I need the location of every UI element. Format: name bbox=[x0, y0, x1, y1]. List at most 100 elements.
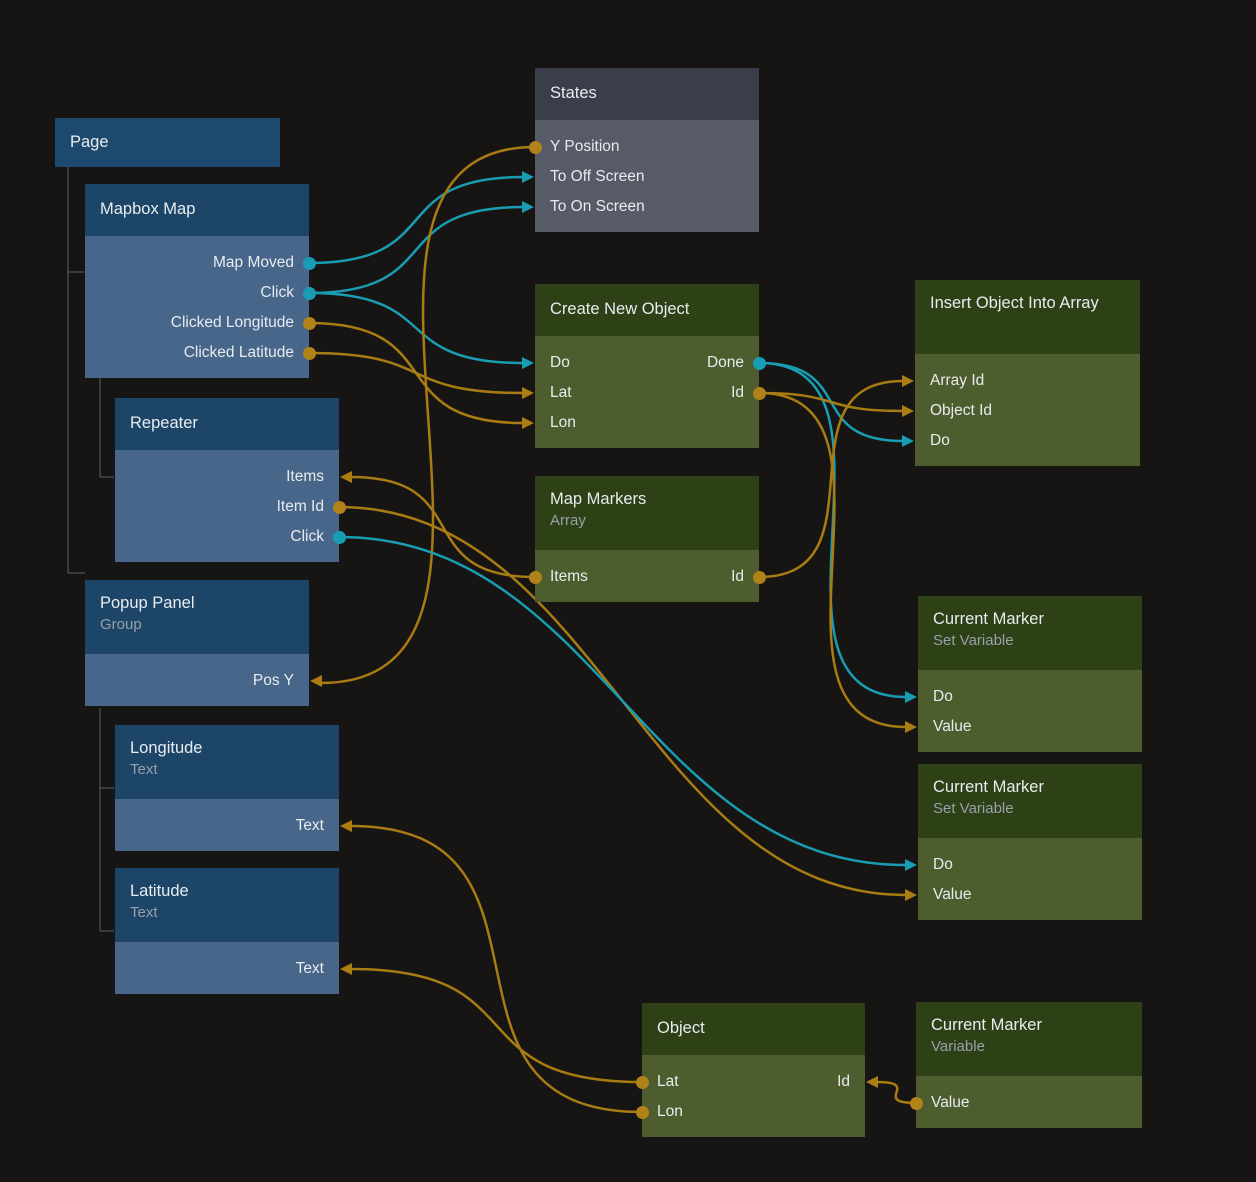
input-port-arrow[interactable] bbox=[340, 820, 352, 832]
port-row-item-id: Item Id bbox=[115, 492, 346, 522]
input-port-arrow[interactable] bbox=[902, 375, 914, 387]
node-insert-object-into-array[interactable]: Insert Object Into Array Array Id Object… bbox=[902, 280, 1140, 466]
input-port-arrow[interactable] bbox=[522, 201, 534, 213]
output-port-dot[interactable] bbox=[302, 316, 316, 330]
wire-mapbox_map.click-to-create_new_object.do[interactable] bbox=[308, 291, 524, 365]
node-object[interactable]: Object Lat Id Lon bbox=[635, 1003, 878, 1137]
port-label: Lat bbox=[550, 384, 572, 401]
input-port-arrow[interactable] bbox=[310, 675, 322, 687]
node-header[interactable]: Longitude Text bbox=[115, 725, 339, 799]
node-header[interactable]: Latitude Text bbox=[115, 868, 339, 942]
node-body: Value bbox=[909, 1076, 1142, 1128]
node-header[interactable]: Repeater bbox=[115, 398, 339, 450]
port-label: Item Id bbox=[276, 498, 324, 515]
port-row-do: Do bbox=[905, 850, 1142, 880]
node-map-markers[interactable]: Map Markers Array Items Id bbox=[528, 476, 766, 602]
input-port-arrow[interactable] bbox=[522, 417, 534, 429]
wire-current_marker_variable.value-to-object.id[interactable] bbox=[876, 1080, 917, 1105]
node-body: Text bbox=[115, 942, 352, 994]
node-body: Y Position To Off Screen To On Screen bbox=[522, 120, 759, 232]
input-port-arrow[interactable] bbox=[905, 859, 917, 871]
port-row-clicked-longitude: Clicked Longitude bbox=[85, 308, 316, 338]
wire-repeater.click-to-current_marker_set_2.do[interactable] bbox=[338, 535, 907, 867]
output-port-dot[interactable] bbox=[528, 570, 542, 584]
input-port-arrow[interactable] bbox=[522, 171, 534, 183]
node-longitude[interactable]: Longitude Text Text bbox=[115, 725, 352, 851]
node-header[interactable]: Current Marker Set Variable bbox=[918, 596, 1142, 670]
output-port-dot[interactable] bbox=[528, 140, 542, 154]
output-port-dot[interactable] bbox=[302, 286, 316, 300]
input-port-arrow[interactable] bbox=[866, 1076, 878, 1088]
wire-object.lat-to-latitude.text[interactable] bbox=[350, 967, 643, 1084]
node-current-marker-variable[interactable]: Current Marker Variable Value bbox=[909, 1002, 1142, 1128]
node-page[interactable]: Page bbox=[55, 118, 280, 167]
node-title: Current Marker bbox=[933, 778, 1044, 796]
node-mapbox-map[interactable]: Mapbox Map Map Moved Click Clicked Longi… bbox=[85, 184, 316, 378]
node-title: Create New Object bbox=[550, 300, 690, 318]
input-port-arrow[interactable] bbox=[522, 387, 534, 399]
input-port-arrow[interactable] bbox=[905, 889, 917, 901]
node-header[interactable]: Current Marker Set Variable bbox=[918, 764, 1142, 838]
port-label: Clicked Latitude bbox=[183, 344, 294, 361]
output-port-dot[interactable] bbox=[332, 530, 346, 544]
node-title: Insert Object Into Array bbox=[930, 294, 1099, 312]
node-popup-panel[interactable]: Popup Panel Group Pos Y bbox=[85, 580, 322, 706]
wire-states.y_position-to-popup_panel.pos_y[interactable] bbox=[320, 145, 536, 685]
wire-create_new_object.id-to-current_marker_set_1.value[interactable] bbox=[758, 391, 907, 729]
node-title: States bbox=[550, 84, 597, 102]
output-port-dot[interactable] bbox=[752, 356, 766, 370]
port-row-value: Value bbox=[909, 1088, 1142, 1118]
node-subtitle: Array bbox=[550, 512, 586, 529]
wire-create_new_object.done-to-current_marker_set_1.do[interactable] bbox=[758, 361, 907, 699]
output-port-dot[interactable] bbox=[332, 500, 346, 514]
wire-mapbox_map.clicked_latitude-to-create_new_object.lat[interactable] bbox=[308, 351, 524, 395]
input-port-arrow[interactable] bbox=[340, 963, 352, 975]
wire-object.lon-to-longitude.text[interactable] bbox=[350, 824, 643, 1114]
node-header[interactable]: Object bbox=[642, 1003, 865, 1055]
port-label: Id bbox=[731, 568, 744, 585]
output-port-dot[interactable] bbox=[635, 1105, 649, 1119]
output-port-dot[interactable] bbox=[752, 386, 766, 400]
node-body: Map Moved Click Clicked Longitude Clicke… bbox=[85, 236, 316, 378]
input-port-arrow[interactable] bbox=[522, 357, 534, 369]
node-subtitle: Set Variable bbox=[933, 800, 1014, 817]
node-header[interactable]: States bbox=[535, 68, 759, 120]
node-header[interactable]: Current Marker Variable bbox=[916, 1002, 1142, 1076]
input-port-arrow[interactable] bbox=[340, 471, 352, 483]
node-title: Page bbox=[70, 133, 109, 151]
node-header[interactable]: Insert Object Into Array bbox=[915, 280, 1140, 354]
input-port-arrow[interactable] bbox=[902, 405, 914, 417]
port-label: Value bbox=[933, 718, 972, 735]
input-port-arrow[interactable] bbox=[902, 435, 914, 447]
port-row-y-position: Y Position bbox=[528, 132, 759, 162]
output-port-dot[interactable] bbox=[909, 1096, 923, 1110]
wire-map_markers.items-to-repeater.items[interactable] bbox=[350, 475, 536, 579]
node-subtitle: Group bbox=[100, 616, 142, 633]
node-header[interactable]: Map Markers Array bbox=[535, 476, 759, 550]
node-states[interactable]: States Y Position To Off Screen To On Sc… bbox=[522, 68, 759, 232]
node-current-marker-set-variable-1[interactable]: Current Marker Set Variable Do Value bbox=[905, 596, 1142, 752]
port-row-do: Do bbox=[905, 682, 1142, 712]
node-current-marker-set-variable-2[interactable]: Current Marker Set Variable Do Value bbox=[905, 764, 1142, 920]
input-port-arrow[interactable] bbox=[905, 691, 917, 703]
port-row-to-off-screen: To Off Screen bbox=[522, 162, 759, 192]
wire-mapbox_map.map_moved-to-states.to_off_screen[interactable] bbox=[308, 175, 524, 265]
port-row-items-id: Items Id bbox=[528, 562, 766, 592]
node-header[interactable]: Mapbox Map bbox=[85, 184, 309, 236]
output-port-dot[interactable] bbox=[302, 346, 316, 360]
node-header[interactable]: Create New Object bbox=[535, 284, 759, 336]
output-port-dot[interactable] bbox=[302, 256, 316, 270]
output-port-dot[interactable] bbox=[752, 570, 766, 584]
node-header[interactable]: Popup Panel Group bbox=[85, 580, 309, 654]
port-row-items: Items bbox=[115, 462, 352, 492]
wire-create_new_object.id-to-insert_object_into_array.object_id[interactable] bbox=[758, 391, 904, 413]
node-create-new-object[interactable]: Create New Object Do Done Lat Id Lon bbox=[522, 284, 766, 448]
port-row-object-id: Object Id bbox=[902, 396, 1140, 426]
wire-mapbox_map.click-to-states.to_on_screen[interactable] bbox=[308, 205, 524, 295]
wire-map_markers.id-to-insert_object_into_array.array_id[interactable] bbox=[758, 379, 904, 579]
input-port-arrow[interactable] bbox=[905, 721, 917, 733]
node-repeater[interactable]: Repeater Items Item Id Click bbox=[115, 398, 352, 562]
output-port-dot[interactable] bbox=[635, 1075, 649, 1089]
node-latitude[interactable]: Latitude Text Text bbox=[115, 868, 352, 994]
